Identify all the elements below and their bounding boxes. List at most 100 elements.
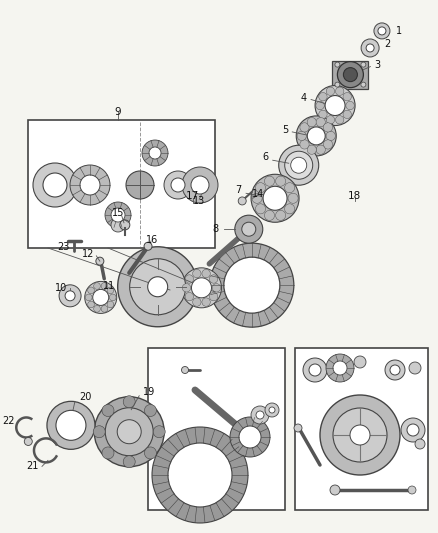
- Circle shape: [361, 62, 366, 67]
- Circle shape: [111, 218, 125, 232]
- Circle shape: [335, 62, 340, 67]
- Circle shape: [105, 408, 153, 456]
- Circle shape: [354, 356, 366, 368]
- Circle shape: [171, 178, 185, 192]
- Circle shape: [255, 204, 265, 214]
- Circle shape: [80, 175, 100, 195]
- Circle shape: [94, 397, 164, 467]
- Text: 9: 9: [115, 107, 121, 117]
- Circle shape: [343, 110, 351, 118]
- Circle shape: [323, 140, 332, 149]
- Text: 17: 17: [186, 191, 199, 201]
- Circle shape: [407, 424, 419, 436]
- Circle shape: [315, 85, 355, 126]
- Circle shape: [102, 405, 114, 416]
- Circle shape: [185, 275, 194, 283]
- Circle shape: [85, 294, 92, 301]
- Text: 2: 2: [384, 39, 390, 49]
- Circle shape: [152, 427, 248, 523]
- Text: 11: 11: [102, 281, 115, 290]
- Text: 16: 16: [146, 235, 159, 245]
- Circle shape: [85, 281, 117, 313]
- Circle shape: [337, 62, 364, 87]
- Text: 10: 10: [55, 283, 67, 293]
- Circle shape: [320, 395, 400, 475]
- Circle shape: [43, 173, 67, 197]
- Circle shape: [265, 176, 275, 186]
- Circle shape: [101, 282, 108, 289]
- Circle shape: [265, 211, 275, 221]
- Circle shape: [401, 418, 425, 442]
- Text: 13: 13: [193, 197, 205, 206]
- Text: 4: 4: [301, 93, 307, 102]
- Circle shape: [323, 123, 332, 132]
- Circle shape: [107, 287, 114, 294]
- Circle shape: [123, 395, 135, 408]
- Circle shape: [130, 259, 186, 315]
- Circle shape: [361, 39, 379, 57]
- Circle shape: [409, 362, 421, 374]
- Circle shape: [390, 365, 400, 375]
- Circle shape: [142, 140, 168, 166]
- Circle shape: [385, 360, 405, 380]
- Bar: [28, 120, 215, 248]
- Circle shape: [94, 282, 100, 289]
- Circle shape: [288, 193, 298, 203]
- Circle shape: [181, 268, 222, 308]
- Circle shape: [239, 426, 261, 448]
- Circle shape: [181, 367, 188, 374]
- Circle shape: [378, 27, 386, 35]
- Circle shape: [279, 145, 319, 185]
- Text: 21: 21: [26, 462, 38, 471]
- Circle shape: [330, 485, 340, 495]
- Circle shape: [336, 87, 344, 95]
- Circle shape: [93, 426, 105, 438]
- Text: 3: 3: [374, 60, 381, 70]
- Circle shape: [59, 285, 81, 307]
- Circle shape: [33, 163, 77, 207]
- Circle shape: [107, 301, 114, 308]
- Text: 5: 5: [282, 125, 288, 135]
- Circle shape: [252, 193, 262, 203]
- Text: 22: 22: [2, 416, 14, 426]
- Circle shape: [94, 305, 100, 312]
- Circle shape: [316, 101, 324, 110]
- Text: 7: 7: [235, 185, 241, 195]
- Circle shape: [111, 208, 125, 222]
- Circle shape: [333, 361, 347, 375]
- Circle shape: [202, 298, 210, 306]
- Circle shape: [93, 289, 109, 305]
- Text: 15: 15: [112, 208, 124, 218]
- Circle shape: [276, 211, 286, 221]
- Circle shape: [242, 222, 256, 236]
- Circle shape: [117, 419, 141, 444]
- Circle shape: [326, 87, 335, 95]
- Circle shape: [96, 257, 104, 265]
- Circle shape: [307, 145, 316, 155]
- Circle shape: [193, 298, 201, 306]
- Bar: [148, 348, 285, 510]
- Circle shape: [238, 197, 246, 205]
- Circle shape: [346, 101, 354, 110]
- Circle shape: [251, 174, 299, 222]
- Circle shape: [263, 186, 287, 211]
- Circle shape: [120, 220, 130, 230]
- Text: 23: 23: [57, 243, 70, 252]
- Circle shape: [70, 165, 110, 205]
- Circle shape: [212, 284, 221, 292]
- Circle shape: [230, 417, 270, 457]
- Circle shape: [297, 131, 306, 141]
- Circle shape: [209, 275, 218, 283]
- Circle shape: [145, 447, 156, 459]
- Circle shape: [101, 305, 108, 312]
- Circle shape: [325, 95, 345, 116]
- Circle shape: [335, 82, 340, 87]
- Circle shape: [343, 93, 351, 101]
- Circle shape: [182, 167, 218, 203]
- Circle shape: [415, 439, 425, 449]
- Circle shape: [251, 406, 269, 424]
- Text: 6: 6: [263, 152, 269, 162]
- Text: 20: 20: [79, 392, 92, 402]
- Circle shape: [350, 425, 370, 445]
- Bar: [295, 348, 428, 510]
